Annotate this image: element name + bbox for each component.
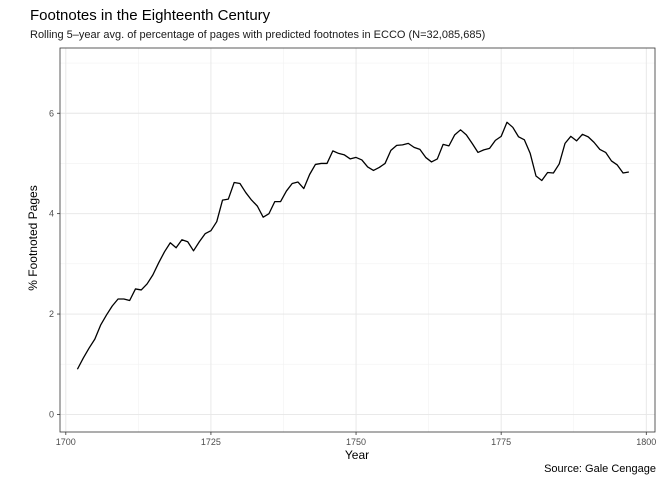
chart-subtitle: Rolling 5–year avg. of percentage of pag… <box>30 29 485 41</box>
y-tick-label: 6 <box>49 108 54 118</box>
y-axis: 0 2 4 6 <box>49 108 60 419</box>
chart-title: Footnotes in the Eighteenth Century <box>30 7 271 24</box>
plot-panel <box>59 47 656 433</box>
footnoted-pages-series-line <box>76 121 629 370</box>
y-tick-label: 4 <box>49 209 54 219</box>
x-tick-label: 1800 <box>636 437 656 447</box>
y-tick-label: 0 <box>49 409 54 419</box>
x-axis: 1700 1725 1750 1775 1800 <box>56 432 656 447</box>
x-tick-label: 1725 <box>201 437 221 447</box>
data-points <box>77 122 628 369</box>
y-tick-label: 2 <box>49 309 54 319</box>
minor-gridlines <box>60 48 655 432</box>
panel-border <box>59 47 656 433</box>
y-axis-title: % Footnoted Pages <box>26 185 40 290</box>
x-axis-title: Year <box>345 448 369 462</box>
x-tick-label: 1700 <box>56 437 76 447</box>
chart-caption: Source: Gale Cengage <box>544 463 656 475</box>
major-gridlines <box>60 48 655 432</box>
x-tick-label: 1750 <box>346 437 366 447</box>
x-tick-label: 1775 <box>491 437 511 447</box>
